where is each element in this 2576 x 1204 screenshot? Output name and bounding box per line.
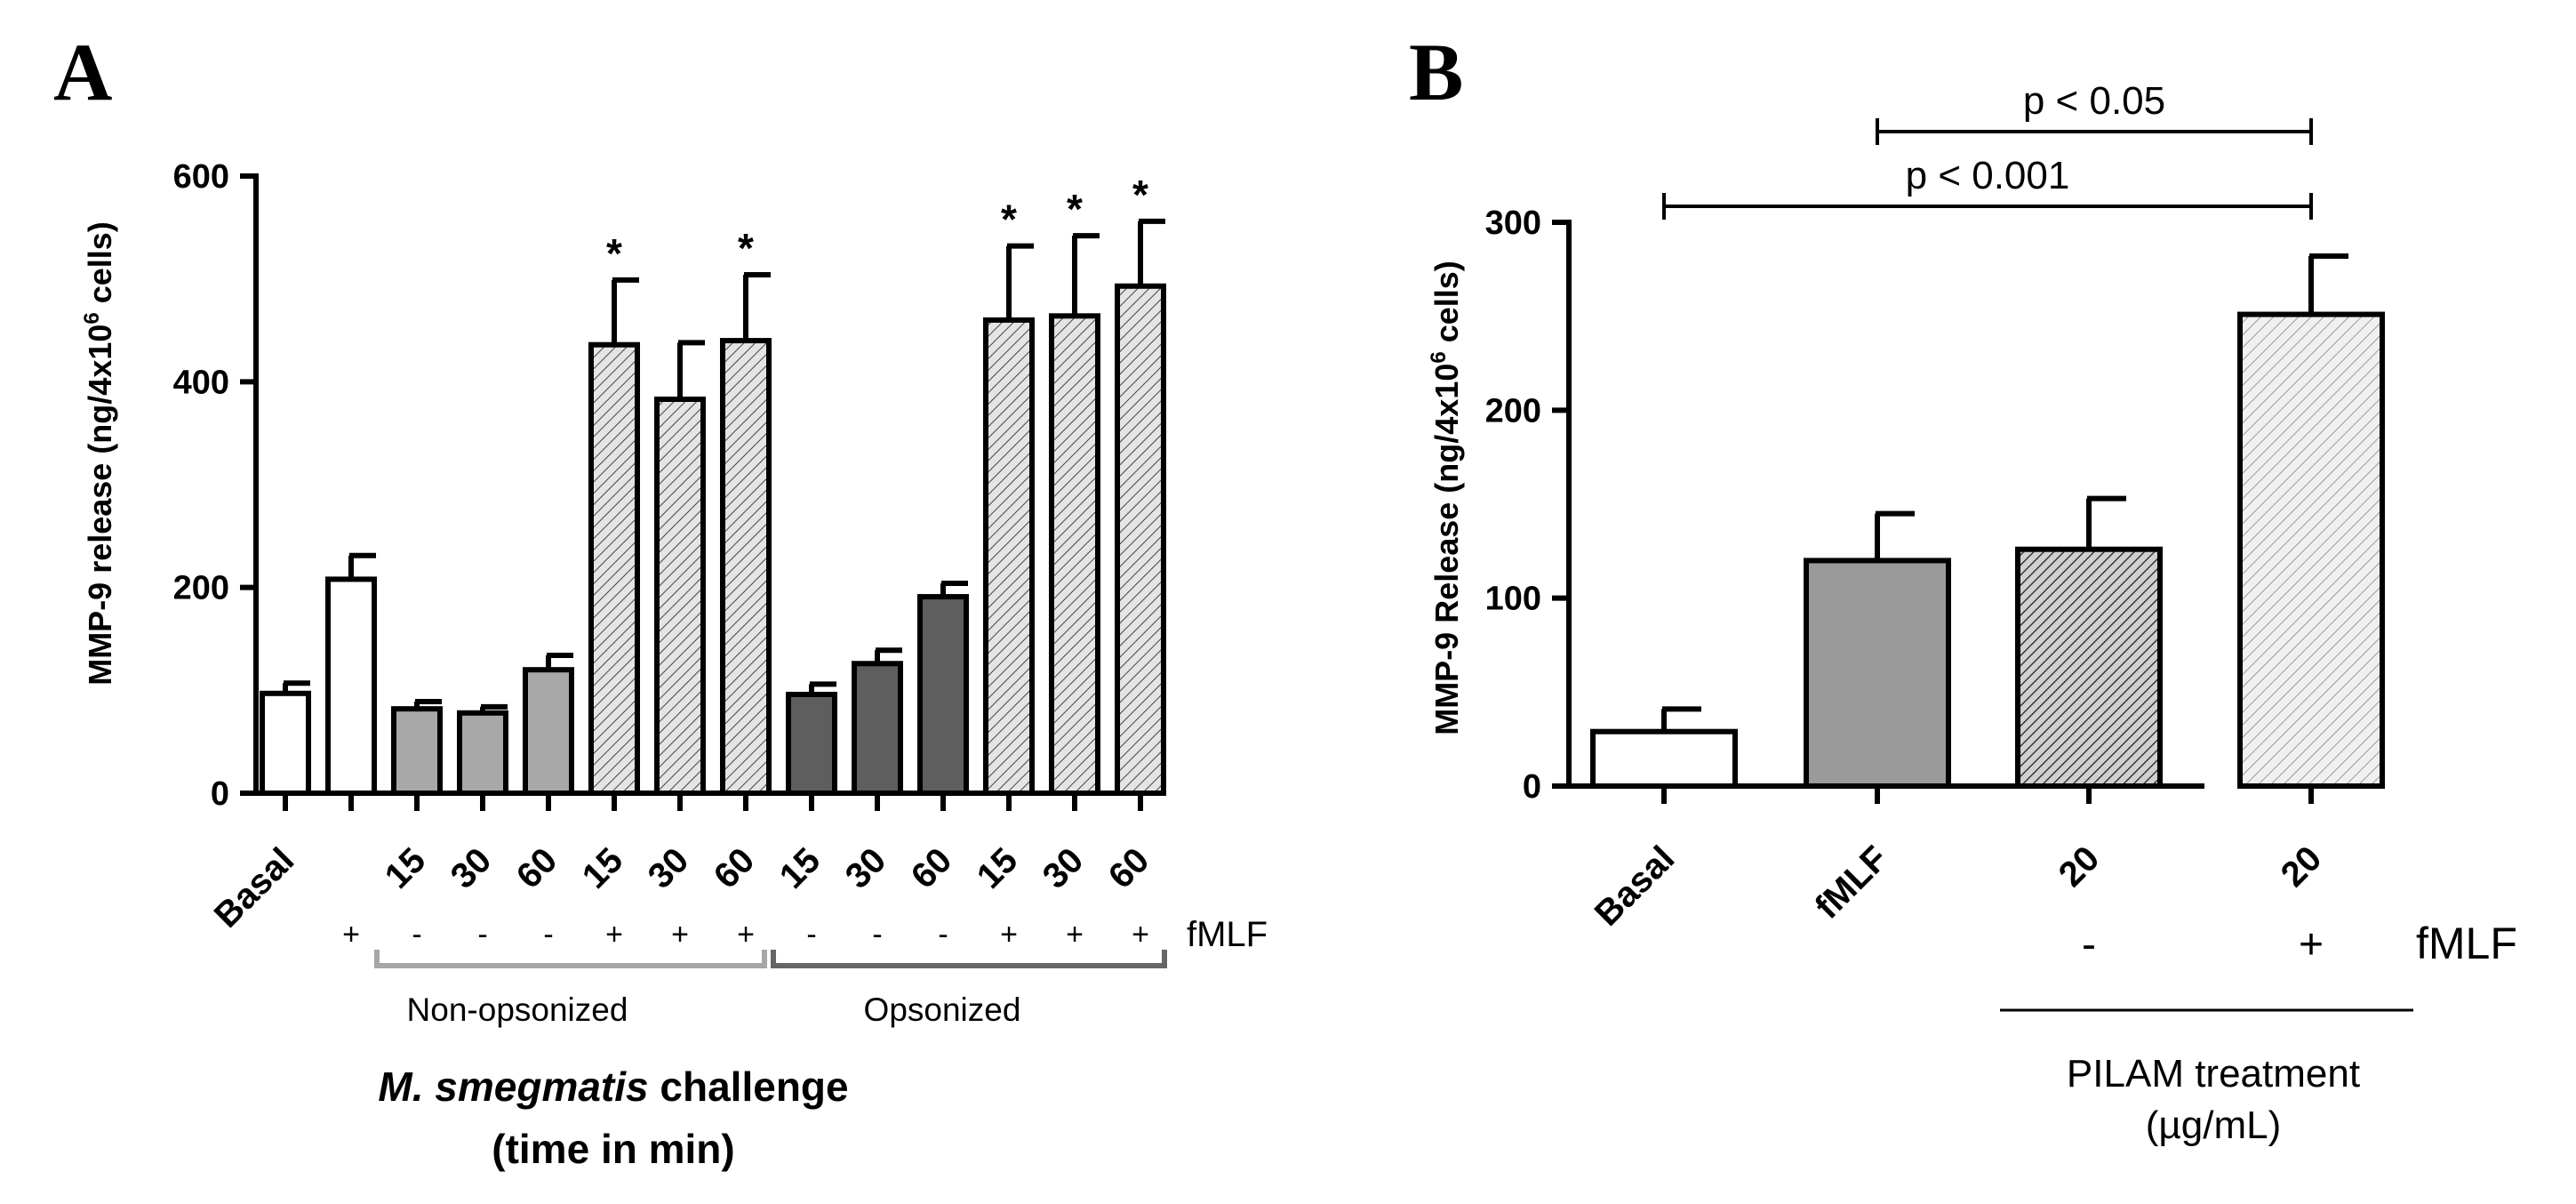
opsonized-label: Opsonized (864, 991, 1021, 1028)
panel-a-x-tick-label: 30 (1036, 840, 1092, 896)
panel-a-fmlf-label: fMLF (1187, 915, 1268, 954)
panel-a-bar (391, 706, 443, 796)
panel-a-y-tick-label: 600 (173, 158, 229, 196)
panel-b-fmlf-sign: + (2299, 921, 2324, 968)
panel-a-fmlf-sign: + (1066, 918, 1084, 951)
panel-a-chart: MMP-9 release (ng/4x106 cells) 0 200 400 60… (80, 158, 1268, 1172)
panel-a-bar (1049, 313, 1100, 797)
panel-b-bar (2237, 311, 2385, 789)
panel-a-significance-marker: * (738, 225, 754, 271)
panel-a-fmlf-sign: - (806, 918, 816, 951)
panel-b-y-tick-label: 200 (1485, 392, 1541, 429)
panel-b-y-tick-label: 300 (1485, 205, 1541, 242)
panel-a-x-tick-label: 30 (838, 840, 894, 896)
panel-a-x-tick-label: 15 (575, 840, 631, 896)
non-opsonized-bracket (374, 950, 767, 968)
panel-b-y-tick-label: 0 (1523, 768, 1541, 806)
panel-a-bar (457, 710, 508, 797)
panel-a-significance-marker: * (1067, 186, 1083, 232)
panel-a-fmlf-sign: + (1000, 918, 1018, 951)
panel-b-y-axis-label: MMP-9 Release (ng/4x106 cells) (1427, 261, 1465, 735)
panel-b-bar (1590, 728, 1738, 789)
panel-b-x-tick-label: fMLF (1808, 839, 1896, 927)
non-opsonized-label: Non-opsonized (407, 991, 628, 1028)
panel-a-fmlf-sign: + (1132, 918, 1149, 951)
panel-a-x-tick-label: 15 (772, 840, 828, 896)
panel-a-significance-marker: * (1132, 172, 1148, 218)
panel-a-bar (1115, 283, 1166, 797)
opsonized-bracket (771, 950, 1167, 968)
panel-a-bar (983, 317, 1035, 796)
panel-a-x-tick-label: 60 (509, 840, 565, 896)
panel-a-significance-marker: * (1001, 197, 1017, 243)
panel-a-bar (654, 396, 706, 796)
panel-a-x-axis-label-line2: (time in min) (492, 1126, 734, 1172)
panel-a-x-tick-label: 30 (641, 840, 697, 896)
panel-b-x-tick-label: 20 (2274, 839, 2330, 895)
panel-a-bar (260, 690, 311, 797)
panel-a-fmlf-sign: - (543, 918, 553, 951)
panel-b-y-tick-label: 100 (1485, 581, 1541, 618)
panel-a-bar (786, 691, 837, 797)
panel-a-fmlf-sign: - (872, 918, 882, 951)
pilam-treatment-label: PILAM treatment (2067, 1052, 2360, 1096)
panel-b-x-tick-label: Basal (1588, 839, 1683, 934)
panel-a-fmlf-sign: + (605, 918, 623, 951)
panel-a-fmlf-sign: - (938, 918, 948, 951)
panel-a-x-tick-label: 15 (970, 840, 1026, 896)
pilam-treatment-unit: (µg/mL) (2146, 1104, 2281, 1147)
panel-a-x-tick-label: Basal (207, 840, 302, 935)
panel-b-x-tick-label: 20 (2052, 839, 2108, 895)
panel-b-bar (1804, 558, 1951, 790)
comparison-p-value: p < 0.001 (1906, 154, 2070, 197)
panel-a-y-tick-label: 400 (173, 364, 229, 401)
panel-label-b: B (1409, 27, 1463, 117)
panel-a-x-tick-label: 60 (1101, 840, 1157, 896)
panel-a-x-tick-label: 15 (378, 840, 434, 896)
panel-b-fmlf-sign: - (2082, 921, 2096, 968)
panel-label-a: A (53, 27, 112, 117)
panel-a-bar (852, 661, 903, 797)
panel-a-x-tick-label: 60 (707, 840, 763, 896)
panel-a-fmlf-sign: - (477, 918, 487, 951)
panel-b-chart: MMP-9 Release (ng/4x106 cells) 0 100 200 30… (1427, 79, 2517, 1147)
panel-a-significance-marker: * (606, 230, 622, 277)
panel-a-x-tick-label: 60 (904, 840, 960, 896)
panel-a-x-tick-label: 30 (444, 840, 500, 896)
panel-a-fmlf-sign: - (412, 918, 421, 951)
panel-a-bar (325, 576, 377, 796)
panel-a-fmlf-sign: + (342, 918, 360, 951)
panel-a-bar (917, 594, 969, 796)
panel-a-bar (523, 667, 574, 797)
panel-a-x-axis-label-line1: M. smegmatis challenge (378, 1064, 848, 1110)
panel-b-fmlf-label: fMLF (2416, 919, 2517, 968)
panel-a-y-tick-label: 200 (173, 570, 229, 607)
panel-a-fmlf-sign: + (671, 918, 689, 951)
panel-b-bar (2015, 546, 2163, 789)
panel-a-y-tick-label: 0 (211, 775, 229, 813)
panel-a-bar (588, 341, 640, 796)
comparison-p-value: p < 0.05 (2023, 79, 2165, 123)
panel-a-y-axis-label: MMP-9 release (ng/4x106 cells) (80, 221, 118, 686)
panel-a-bar (720, 338, 772, 796)
panel-a-fmlf-sign: + (737, 918, 755, 951)
